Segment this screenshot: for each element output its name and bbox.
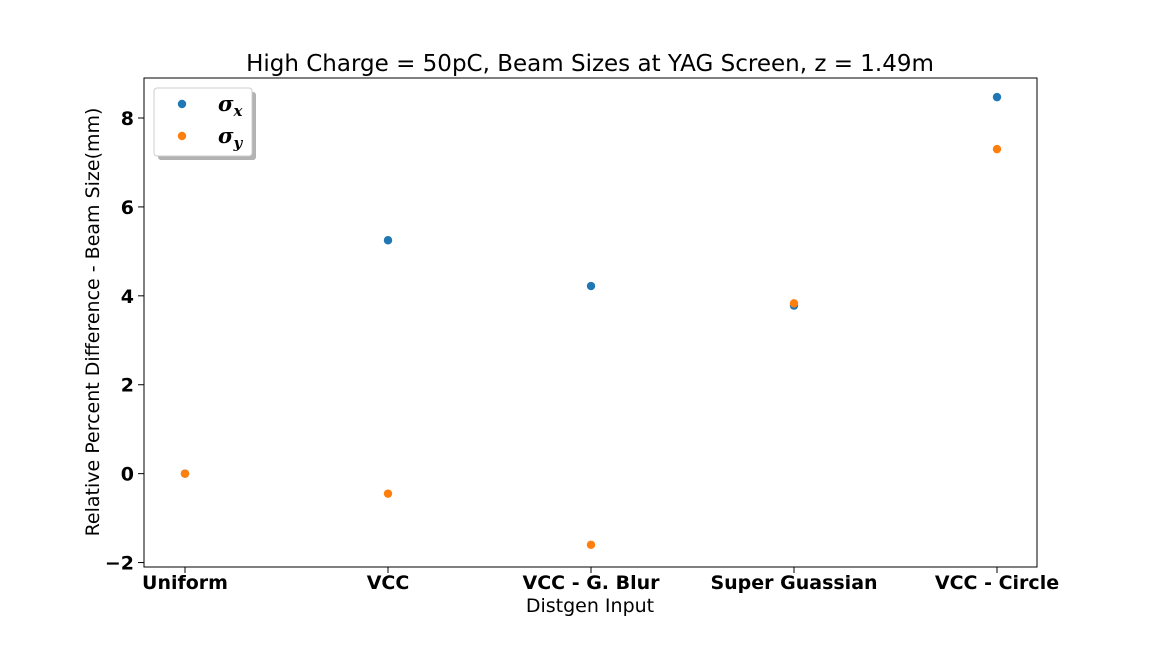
legend-label-sigma-x: σx <box>218 91 243 120</box>
y-tick-label: 6 <box>121 197 134 219</box>
x-tick-label: VCC - Circle <box>935 572 1059 594</box>
chart-title: High Charge = 50pC, Beam Sizes at YAG Sc… <box>246 51 934 77</box>
x-axis: Uniform VCC VCC - G. Blur Super Guassian VCC… <box>142 567 1059 594</box>
y-axis-label: Relative Percent Difference - Beam Size(… <box>82 108 104 537</box>
x-axis-label: Distgen Input <box>526 595 654 617</box>
data-points <box>180 92 1002 549</box>
y-tick-label: 8 <box>121 108 134 130</box>
legend-label-sigma-y: σy <box>218 123 243 152</box>
data-point-sigma-x <box>586 281 596 291</box>
x-tick-label: VCC - G. Blur <box>522 572 660 594</box>
data-point-sigma-y <box>789 299 799 308</box>
y-axis: −2 0 2 4 6 8 <box>105 108 144 575</box>
data-point-sigma-x <box>992 92 1002 102</box>
x-tick-label: Super Guassian <box>710 572 877 594</box>
y-tick-label: 0 <box>121 464 134 486</box>
x-tick-label: VCC <box>367 572 410 594</box>
x-tick-label: Uniform <box>142 572 228 594</box>
data-point-sigma-y <box>383 489 393 498</box>
legend: σx σy <box>153 87 256 160</box>
y-tick-label: −2 <box>105 553 134 575</box>
data-point-sigma-y <box>180 469 190 478</box>
data-point-sigma-y <box>586 540 596 549</box>
data-point-sigma-x <box>383 236 393 245</box>
y-tick-label: 2 <box>121 375 134 397</box>
y-tick-label: 4 <box>121 286 134 308</box>
data-point-sigma-y <box>992 144 1002 154</box>
legend-marker-sigma-y <box>177 131 187 141</box>
legend-marker-sigma-x <box>177 99 187 109</box>
plot-area <box>143 77 1038 568</box>
